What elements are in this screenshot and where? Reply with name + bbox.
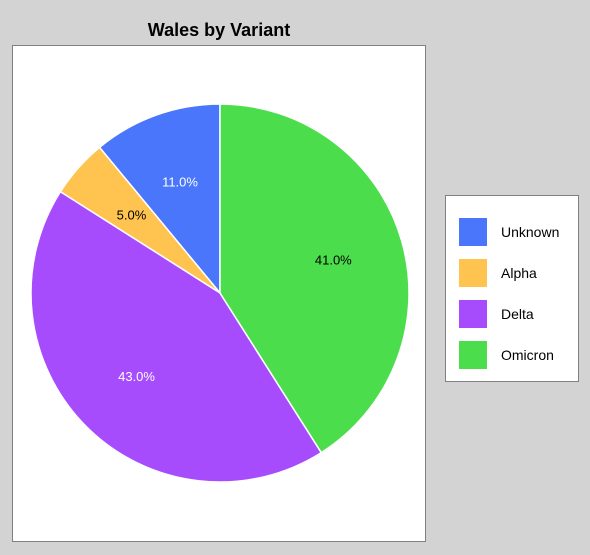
legend-swatch-alpha [459,259,487,287]
legend-swatch-omicron [459,341,487,369]
legend-label-unknown: Unknown [501,224,560,240]
legend: Unknown Alpha Delta Omicron [445,195,579,382]
legend-swatch-delta [459,300,487,328]
pie-slice-unknown [98,103,221,296]
legend-item-unknown: Unknown [459,218,559,246]
legend-item-alpha: Alpha [459,259,537,287]
slice-label-alpha: 5.0% [117,207,147,222]
legend-label-omicron: Omicron [501,347,554,363]
legend-label-delta: Delta [501,306,534,322]
legend-label-alpha: Alpha [501,265,537,281]
legend-swatch-unknown [459,218,487,246]
slice-label-omicron: 41.0% [315,253,352,268]
slice-label-delta: 43.0% [118,369,155,384]
legend-item-omicron: Omicron [459,341,554,369]
chart-title: Wales by Variant [147,20,291,40]
pie-slice-omicron [219,103,410,454]
plot-panel: 11.0% 5.0% 43.0% 41.0% [12,45,426,542]
slice-label-unknown: 11.0% [162,174,198,189]
pie-slice-delta [30,190,323,483]
legend-item-delta: Delta [459,300,534,328]
pie-chart: 11.0% 5.0% 43.0% 41.0% [30,103,410,483]
